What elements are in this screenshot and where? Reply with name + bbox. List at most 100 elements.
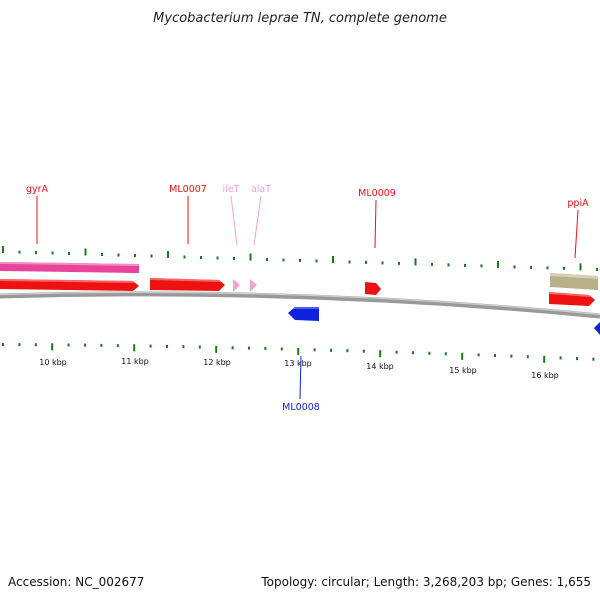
minor-tick bbox=[348, 260, 351, 264]
minor-tick bbox=[231, 346, 234, 350]
minor-tick bbox=[51, 251, 54, 255]
cds-arrow-ML0009 bbox=[365, 282, 381, 295]
minor-tick bbox=[313, 348, 316, 352]
minor-tick bbox=[330, 348, 332, 352]
minor-tick bbox=[362, 349, 365, 353]
gene-leaders bbox=[36, 195, 579, 400]
minor-tick bbox=[134, 254, 136, 257]
tick-label: 12 kbp bbox=[203, 358, 231, 367]
leader-ML0009 bbox=[374, 199, 377, 249]
minor-tick bbox=[530, 265, 532, 269]
gene-label-ileT: ileT bbox=[223, 184, 240, 195]
major-tick bbox=[461, 352, 464, 360]
cds-arrow-edge-blue bbox=[594, 322, 600, 335]
minor-tick bbox=[592, 357, 595, 361]
minor-tick bbox=[494, 354, 496, 357]
minor-tick bbox=[280, 347, 283, 351]
gene-label-gyrA: gyrA bbox=[26, 184, 49, 195]
minor-tick bbox=[100, 343, 103, 347]
pink-feature-bar-highlight bbox=[0, 262, 139, 266]
major-tick bbox=[379, 350, 382, 358]
minor-tick bbox=[68, 252, 70, 255]
minor-tick bbox=[563, 266, 565, 270]
minor-tick bbox=[395, 350, 398, 354]
genome-summary-text: Topology: circular; Length: 3,268,203 bp… bbox=[260, 575, 591, 589]
major-tick bbox=[167, 251, 169, 258]
minor-tick bbox=[559, 356, 562, 360]
forward-cds-track bbox=[0, 278, 595, 306]
minor-tick bbox=[18, 250, 21, 254]
minor-tick bbox=[183, 255, 186, 259]
minor-tick bbox=[248, 346, 250, 350]
minor-tick bbox=[2, 343, 4, 346]
minor-tick bbox=[182, 345, 185, 349]
tick-label: 16 kbp bbox=[531, 371, 559, 380]
leader-ileT bbox=[230, 195, 238, 246]
minor-tick bbox=[198, 345, 201, 349]
map-title: Mycobacterium leprae TN, complete genome bbox=[153, 11, 447, 26]
minor-tick bbox=[431, 262, 433, 266]
tick-labels: 10 kbp 11 kbp 12 kbp 13 kbp 14 kbp 15 kb… bbox=[39, 357, 559, 380]
tick-label: 13 kbp bbox=[284, 359, 312, 368]
cds-arrow-gyrA-shine bbox=[0, 279, 135, 283]
minor-tick bbox=[282, 258, 285, 262]
minor-tick bbox=[116, 344, 119, 348]
gene-label-alaT: alaT bbox=[251, 184, 271, 195]
tan-feature-bar-highlight bbox=[550, 273, 598, 279]
minor-tick bbox=[166, 344, 168, 348]
minor-tick bbox=[67, 343, 70, 347]
cds-arrow-ML0007-shine bbox=[150, 278, 221, 282]
leader-ppiA bbox=[574, 209, 579, 259]
major-tick bbox=[84, 248, 87, 256]
minor-tick bbox=[264, 347, 267, 350]
major-tick bbox=[297, 347, 300, 355]
tick-label: 11 kbp bbox=[121, 357, 149, 366]
minor-tick bbox=[346, 349, 349, 353]
minor-tick bbox=[315, 259, 318, 263]
accession-text: Accession: NC_002677 bbox=[8, 575, 144, 589]
minor-tick bbox=[216, 256, 219, 260]
trna-arrow-alaT bbox=[250, 279, 257, 292]
gene-label-ML0008: ML0008 bbox=[282, 402, 320, 413]
minor-tick bbox=[381, 261, 384, 265]
major-tick bbox=[332, 256, 334, 263]
gene-label-ML0009: ML0009 bbox=[358, 188, 396, 199]
genome-backbone bbox=[0, 291, 600, 319]
minor-tick bbox=[117, 253, 120, 257]
major-tick bbox=[579, 263, 582, 271]
minor-tick bbox=[233, 257, 235, 260]
minor-tick bbox=[266, 258, 268, 261]
minor-tick bbox=[412, 351, 414, 355]
minor-tick bbox=[513, 265, 516, 269]
major-tick bbox=[414, 258, 417, 266]
gene-label-ML0007: ML0007 bbox=[169, 184, 207, 195]
reverse-cds-track bbox=[288, 307, 600, 335]
minor-tick bbox=[546, 266, 549, 270]
major-tick bbox=[249, 253, 252, 261]
trna-arrow-ileT bbox=[233, 279, 240, 292]
leader-ML0008 bbox=[299, 355, 302, 400]
minor-tick bbox=[428, 351, 431, 355]
minor-tick bbox=[398, 261, 400, 265]
major-tick bbox=[133, 344, 136, 352]
minor-tick bbox=[480, 264, 483, 268]
leader-alaT bbox=[253, 195, 262, 246]
inner-tick-ring bbox=[2, 343, 595, 363]
minor-tick bbox=[596, 267, 598, 271]
major-tick bbox=[543, 355, 546, 363]
minor-tick bbox=[149, 344, 152, 348]
major-tick bbox=[215, 345, 218, 353]
outer-feature-track bbox=[0, 262, 598, 290]
minor-tick bbox=[447, 263, 450, 267]
minor-tick bbox=[299, 259, 301, 262]
major-tick bbox=[497, 260, 499, 268]
minor-tick bbox=[576, 357, 578, 361]
minor-tick bbox=[510, 354, 513, 358]
tick-label: 14 kbp bbox=[366, 362, 394, 371]
cds-arrow-ppiA-shine bbox=[549, 292, 591, 297]
gene-labels: gyrA ML0007 ileT alaT ML0009 ppiA ML0008 bbox=[26, 184, 589, 413]
minor-tick bbox=[444, 352, 447, 356]
tick-label: 15 kbp bbox=[449, 366, 477, 375]
